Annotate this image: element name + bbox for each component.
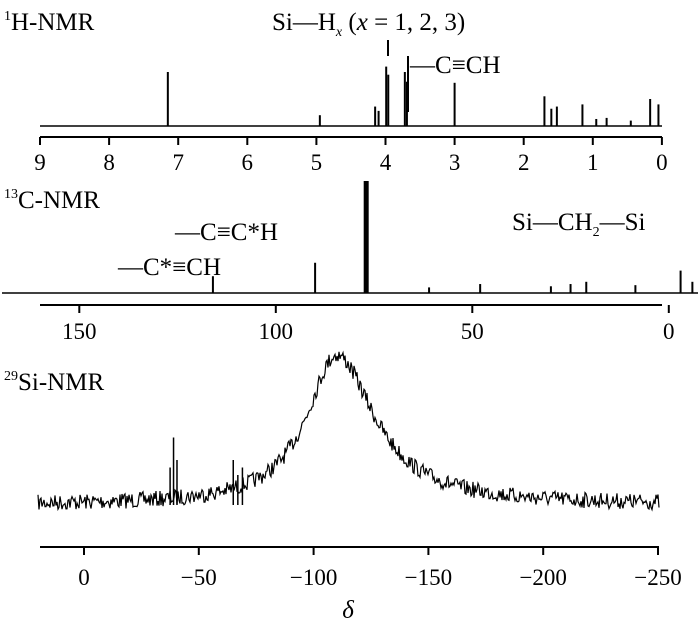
c-nmr-label-text: C-NMR (18, 187, 100, 214)
cstarch-annotation: —C*≡CH (117, 254, 221, 281)
h-nmr-ticks: 9 8 7 6 5 4 3 2 1 0 (34, 137, 668, 175)
c-tick-label: 50 (461, 319, 484, 344)
h-tick-label: 7 (172, 150, 184, 175)
si-nmr-label-superscript: 29 (4, 369, 18, 384)
h-tick-label: 0 (656, 150, 668, 175)
h-nmr-label: 1H-NMR (4, 9, 95, 36)
delta-axis-label: δ (342, 597, 354, 624)
h-nmr-label-text: H-NMR (11, 9, 95, 36)
h-tick-label: 1 (587, 150, 599, 175)
h-tick-label: 6 (242, 150, 254, 175)
h-tick-label: 5 (311, 150, 323, 175)
c-nmr-peaks (211, 181, 694, 293)
si-tick-label: −150 (405, 565, 452, 590)
si-tick-label: −200 (519, 565, 566, 590)
h-tick-label: 8 (103, 150, 115, 175)
si-tick-label: −50 (181, 565, 217, 590)
si-nmr-panel: 29Si-NMR 0 −50 −100 −150 −200 −250 δ (4, 350, 682, 624)
h-nmr-peaks (166, 66, 660, 126)
c-nmr-ticks: 150 100 50 0 (62, 305, 675, 344)
h-tick-label: 3 (449, 150, 461, 175)
si-nmr-spikes (169, 437, 244, 505)
si-nmr-trace (37, 350, 660, 512)
c-nmr-label: 13C-NMR (4, 187, 100, 214)
si-h-annotation: Si—Hx (x = 1, 2, 3) (272, 9, 465, 40)
c-tick-label: 100 (259, 319, 294, 344)
si-nmr-label: 29Si-NMR (4, 369, 104, 396)
si-tick-label: −250 (634, 565, 681, 590)
si-tick-label: 0 (78, 565, 90, 590)
si-nmr-label-text: Si-NMR (18, 369, 104, 396)
h-tick-label: 9 (34, 150, 46, 175)
ccstarh-annotation: —C≡C*H (174, 219, 278, 246)
sich2si-annotation: Si—CH2—Si (512, 209, 645, 240)
c-nmr-label-superscript: 13 (4, 187, 18, 202)
c-nmr-panel: 13C-NMR —C≡C*H —C*≡CH Si—CH2—Si 150 100 50… (2, 181, 698, 344)
h-tick-label: 2 (518, 150, 530, 175)
si-nmr-ticks: 0 −50 −100 −150 −200 −250 (78, 547, 682, 590)
alkyne-ch-annotation: —C≡CH (409, 52, 501, 79)
si-tick-label: −100 (290, 565, 337, 590)
h-nmr-label-superscript: 1 (4, 9, 11, 24)
c-tick-label: 0 (663, 319, 675, 344)
h-tick-label: 4 (380, 150, 392, 175)
c-tick-label: 150 (62, 319, 97, 344)
